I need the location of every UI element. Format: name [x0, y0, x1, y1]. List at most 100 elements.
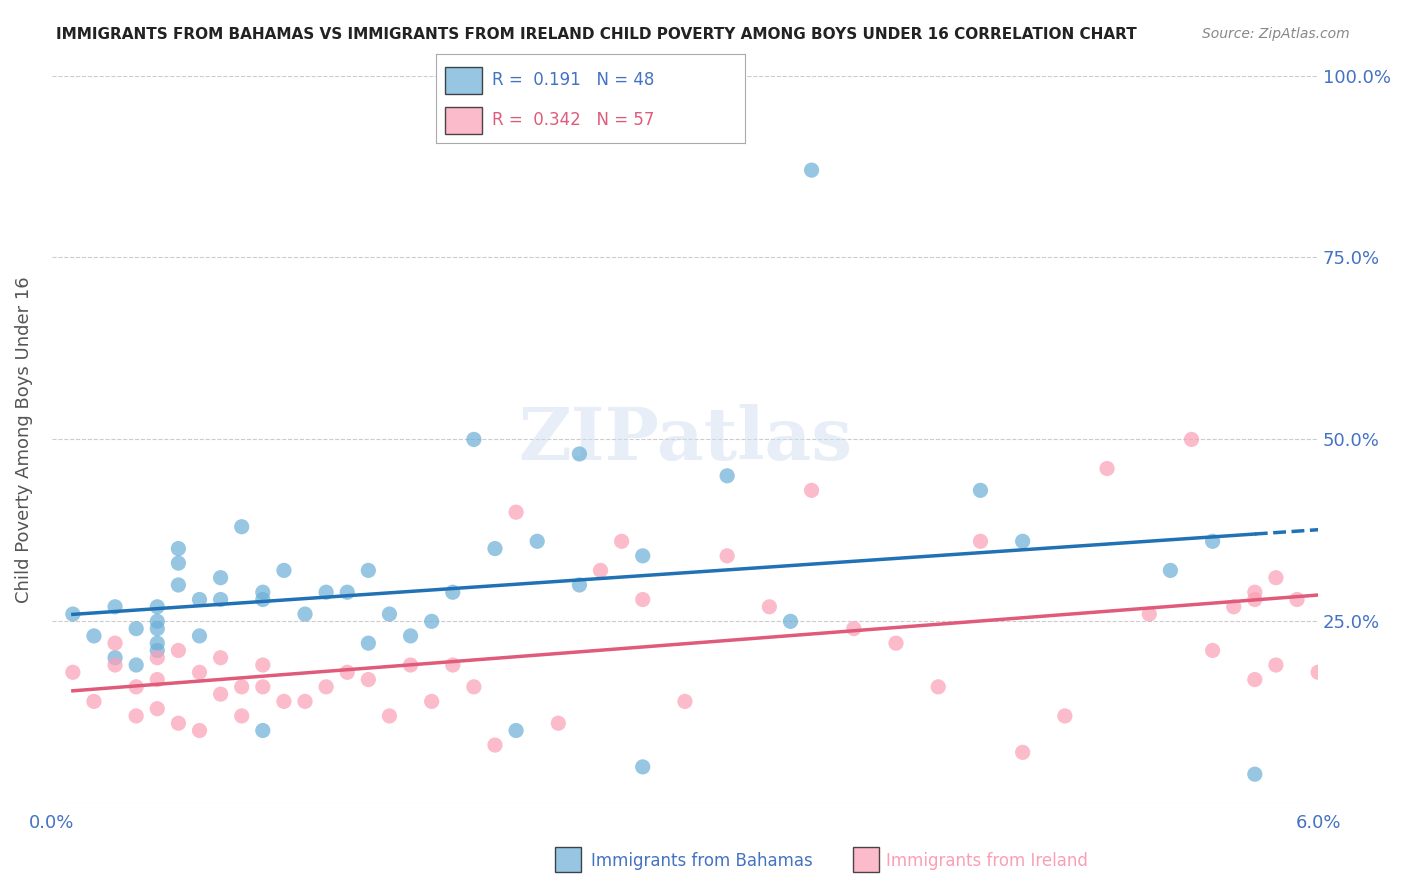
Point [146, 701, 169, 715]
Point [167, 556, 190, 570]
Point [336, 665, 359, 680]
Text: Immigrants from Ireland: Immigrants from Ireland [886, 852, 1088, 870]
Point [505, 723, 527, 738]
Point [716, 468, 738, 483]
Point [1011, 745, 1033, 759]
Text: R =  0.342   N = 57: R = 0.342 N = 57 [492, 112, 654, 129]
Point [252, 680, 274, 694]
Point [1222, 599, 1244, 614]
Point [273, 694, 295, 708]
Point [146, 673, 169, 687]
Point [315, 585, 337, 599]
Point [83, 629, 105, 643]
FancyBboxPatch shape [446, 107, 482, 134]
Point [357, 636, 380, 650]
Text: Immigrants from Bahamas: Immigrants from Bahamas [591, 852, 813, 870]
Point [484, 738, 506, 752]
Point [231, 520, 253, 534]
Point [589, 563, 612, 577]
Point [420, 694, 443, 708]
Point [526, 534, 548, 549]
Point [463, 433, 485, 447]
Point [231, 709, 253, 723]
Point [716, 549, 738, 563]
Point [146, 622, 169, 636]
Point [1137, 607, 1160, 621]
Point [631, 549, 654, 563]
Point [610, 534, 633, 549]
Point [252, 723, 274, 738]
Text: IMMIGRANTS FROM BAHAMAS VS IMMIGRANTS FROM IRELAND CHILD POVERTY AMONG BOYS UNDE: IMMIGRANTS FROM BAHAMAS VS IMMIGRANTS FR… [56, 27, 1137, 42]
Point [188, 629, 211, 643]
Point [252, 585, 274, 599]
Point [209, 687, 232, 701]
Point [1243, 592, 1265, 607]
Point [357, 673, 380, 687]
Point [273, 563, 295, 577]
Point [779, 615, 801, 629]
Point [209, 592, 232, 607]
Point [1264, 571, 1286, 585]
Point [104, 599, 127, 614]
Point [547, 716, 569, 731]
Point [1095, 461, 1118, 475]
Point [104, 658, 127, 673]
Point [146, 599, 169, 614]
Point [758, 599, 780, 614]
Point [104, 650, 127, 665]
Point [1243, 673, 1265, 687]
Point [1201, 643, 1223, 657]
Point [441, 658, 464, 673]
Point [188, 592, 211, 607]
Point [631, 592, 654, 607]
Point [378, 607, 401, 621]
Point [125, 709, 148, 723]
Point [125, 658, 148, 673]
Point [800, 163, 823, 178]
Point [673, 694, 696, 708]
Point [1201, 534, 1223, 549]
Point [484, 541, 506, 556]
Point [125, 680, 148, 694]
Point [969, 483, 991, 498]
Point [209, 571, 232, 585]
Point [1285, 592, 1308, 607]
Point [399, 658, 422, 673]
Point [146, 615, 169, 629]
Point [188, 665, 211, 680]
Point [252, 658, 274, 673]
Point [1011, 534, 1033, 549]
Point [146, 650, 169, 665]
Point [62, 665, 84, 680]
Point [1264, 658, 1286, 673]
FancyBboxPatch shape [446, 67, 482, 94]
Point [1180, 433, 1202, 447]
Point [1243, 585, 1265, 599]
Point [209, 650, 232, 665]
Point [62, 607, 84, 621]
Point [1159, 563, 1181, 577]
Point [568, 578, 591, 592]
Point [631, 760, 654, 774]
Point [336, 585, 359, 599]
Y-axis label: Child Poverty Among Boys Under 16: Child Poverty Among Boys Under 16 [15, 277, 32, 603]
Point [83, 694, 105, 708]
Point [505, 505, 527, 519]
Point [294, 607, 316, 621]
Point [441, 585, 464, 599]
Point [167, 578, 190, 592]
Point [231, 680, 253, 694]
Point [357, 563, 380, 577]
Point [167, 716, 190, 731]
Point [1243, 767, 1265, 781]
Point [294, 694, 316, 708]
Text: R =  0.191   N = 48: R = 0.191 N = 48 [492, 71, 654, 89]
Point [463, 680, 485, 694]
Point [927, 680, 949, 694]
Point [315, 680, 337, 694]
Point [146, 636, 169, 650]
Point [399, 629, 422, 643]
Point [167, 643, 190, 657]
Point [1308, 665, 1330, 680]
Point [420, 615, 443, 629]
